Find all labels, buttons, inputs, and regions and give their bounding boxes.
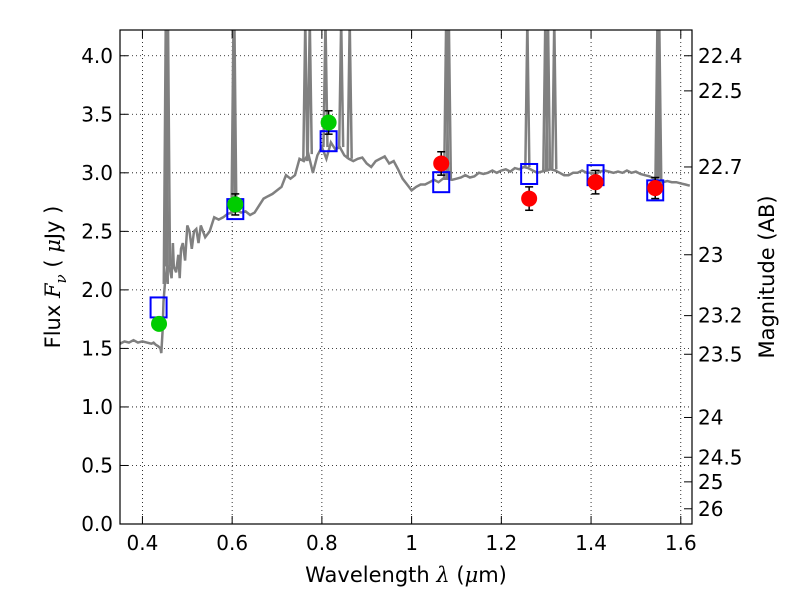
y-tick-label: 1.5 — [81, 336, 113, 360]
observed-point — [521, 186, 538, 212]
spectrum-layer — [120, 30, 691, 354]
observed-marker — [647, 180, 664, 197]
emission-line-spike — [445, 30, 453, 179]
observed-point — [151, 315, 168, 332]
x-tick-label: 1 — [405, 531, 418, 555]
plot-area — [120, 30, 692, 524]
observed-point — [587, 169, 604, 195]
y-tick-label: 0.5 — [81, 453, 113, 477]
x-tick-label: 0.8 — [306, 531, 338, 555]
observed-marker — [151, 315, 168, 332]
axes-frame — [119, 29, 693, 525]
observed-marker — [587, 174, 604, 191]
y-tick-label: 3.0 — [81, 161, 113, 185]
observed-point — [433, 150, 450, 176]
x-axis-label: Wavelength λ (μm) — [305, 563, 507, 587]
observed-marker — [521, 190, 538, 207]
spectrum-line — [120, 139, 691, 354]
right-tick-label: 22.7 — [698, 155, 743, 179]
right-axis-ticks: 22.4 22.5 22.7 23 23.2 23.5 24 24.525 26 — [684, 44, 743, 521]
x-tick-label: 1.2 — [485, 531, 517, 555]
right-tick-label: 26 — [698, 497, 723, 521]
right-tick-label: 25 — [698, 470, 723, 494]
model-photometry-square — [520, 162, 539, 185]
observed-marker — [433, 155, 450, 172]
right-tick-label: 24.5 — [698, 445, 743, 469]
x-tick-label: 0.4 — [127, 531, 159, 555]
observed-marker — [320, 114, 337, 131]
right-tick-label: 23 — [698, 243, 723, 267]
emission-line-spike — [322, 30, 329, 148]
emission-line-spike — [302, 30, 309, 162]
emission-line-spike — [346, 30, 353, 159]
right-tick-label: 24 — [698, 405, 723, 429]
emission-line-spike — [551, 30, 558, 170]
observed-marker — [227, 196, 244, 213]
plot-background — [120, 30, 692, 524]
x-tick-label: 0.6 — [216, 531, 248, 555]
y-axis-ticks: 0.0 0.5 1.0 1.5 2.0 2.5 3.0 3.5 4.0 — [81, 44, 128, 536]
y-tick-label: 1.0 — [81, 395, 113, 419]
emission-line-spike — [544, 30, 552, 171]
emission-line-spike — [306, 30, 314, 155]
axes-border — [119, 29, 693, 525]
observed-point — [320, 110, 337, 135]
y-tick-label: 2.0 — [81, 278, 113, 302]
right-tick-label: 22.4 — [698, 44, 743, 68]
y-tick-label: 2.5 — [81, 219, 113, 243]
emission-line-spike — [524, 30, 531, 167]
right-tick-label: 22.5 — [698, 79, 743, 103]
x-axis-ticks: 0.4 0.6 0.8 1 1.2 1.4 1.6 — [127, 30, 697, 555]
right-tick-label: 23.5 — [698, 342, 743, 366]
right-axis-label: Magnitude (AB) — [755, 195, 779, 358]
right-tick-label: 23.2 — [698, 304, 743, 328]
y-tick-label: 0.0 — [81, 512, 113, 536]
observed-points-layer — [151, 110, 664, 332]
x-tick-label: 1.6 — [665, 531, 697, 555]
emission-line-spike — [337, 30, 345, 148]
y-axis-label: Flux Fν ( μJy ) — [41, 206, 70, 349]
emission-line-spike — [656, 30, 663, 182]
observed-point — [647, 176, 664, 200]
y-tick-label: 4.0 — [81, 44, 113, 68]
emission-line-spike — [164, 30, 172, 267]
y-tick-label: 3.5 — [81, 102, 113, 126]
emission-line-spike — [231, 30, 238, 213]
x-tick-label: 1.4 — [575, 531, 607, 555]
observed-point — [227, 193, 244, 216]
